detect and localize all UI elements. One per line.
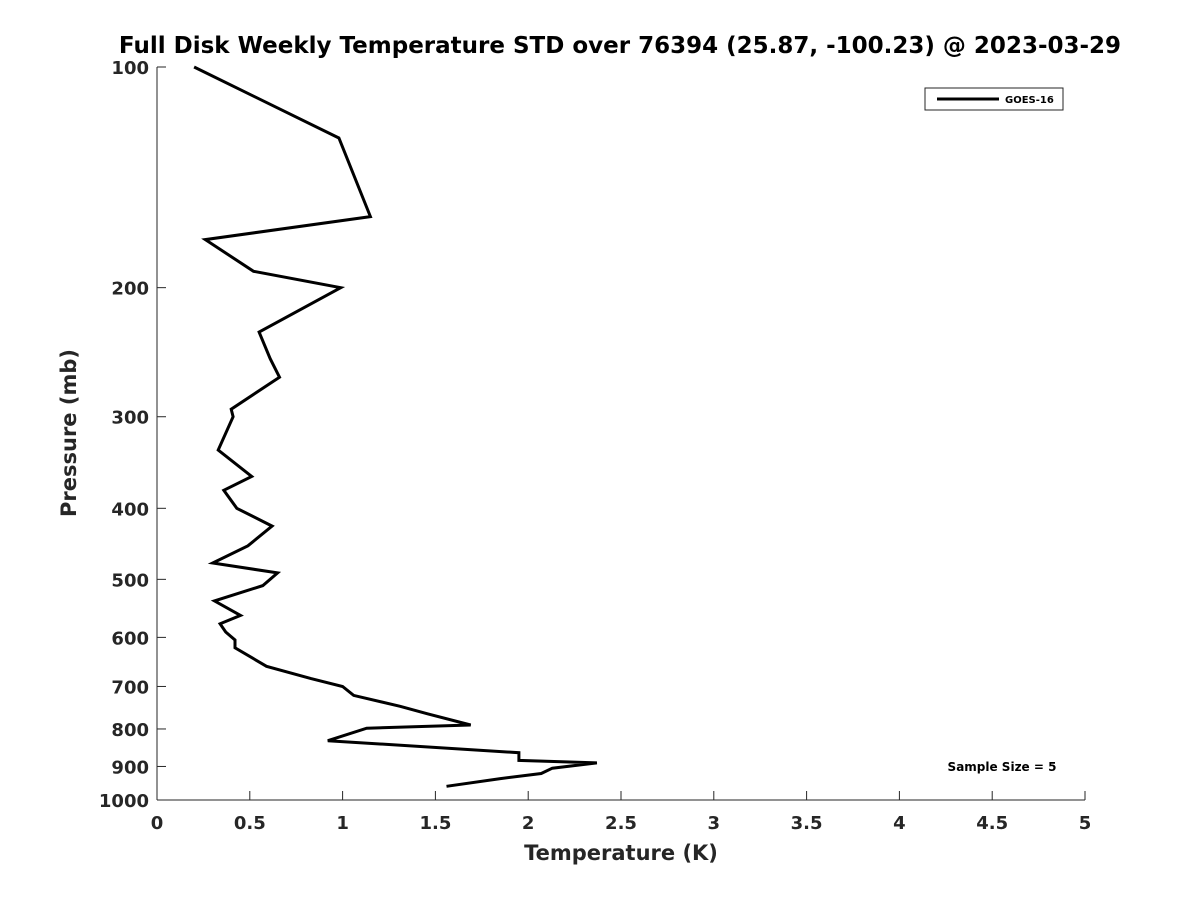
x-tick-label: 0 (151, 813, 164, 834)
y-tick-label: 200 (111, 279, 149, 300)
x-tick-label: 5 (1079, 813, 1092, 834)
legend-label-goes-16: GOES-16 (1005, 95, 1054, 106)
sample-size-annotation: Sample Size = 5 (948, 760, 1057, 774)
y-axis-ticks: 100 200 300 400 500 600 700 800 900 1000 (99, 58, 166, 812)
x-tick-label: 4 (893, 813, 906, 834)
x-axis-label: Temperature (K) (524, 841, 718, 865)
x-tick-label: 2 (522, 813, 535, 834)
x-tick-label: 3.5 (791, 813, 823, 834)
chart-title: Full Disk Weekly Temperature STD over 76… (119, 33, 1121, 59)
y-tick-label: 600 (111, 628, 149, 649)
y-tick-label: 800 (111, 720, 149, 741)
y-tick-label: 300 (111, 408, 149, 429)
y-tick-label: 700 (111, 677, 149, 698)
series-line-goes-16 (193, 65, 598, 788)
x-tick-label: 0.5 (234, 813, 266, 834)
x-tick-label: 1.5 (419, 813, 451, 834)
x-tick-label: 3 (708, 813, 721, 834)
y-tick-label: 900 (111, 757, 149, 778)
x-axis-ticks: 0 0.5 1 1.5 2 2.5 3 3.5 4 4.5 5 (151, 791, 1092, 834)
y-tick-label: 1000 (99, 791, 149, 812)
y-tick-label: 400 (111, 499, 149, 520)
y-tick-label: 100 (111, 58, 149, 79)
y-axis-label: Pressure (mb) (57, 349, 81, 517)
legend: GOES-16 (924, 87, 1064, 111)
x-tick-label: 4.5 (976, 813, 1008, 834)
series-group (193, 65, 598, 788)
x-tick-label: 1 (336, 813, 349, 834)
x-tick-label: 2.5 (605, 813, 637, 834)
y-tick-label: 500 (111, 570, 149, 591)
